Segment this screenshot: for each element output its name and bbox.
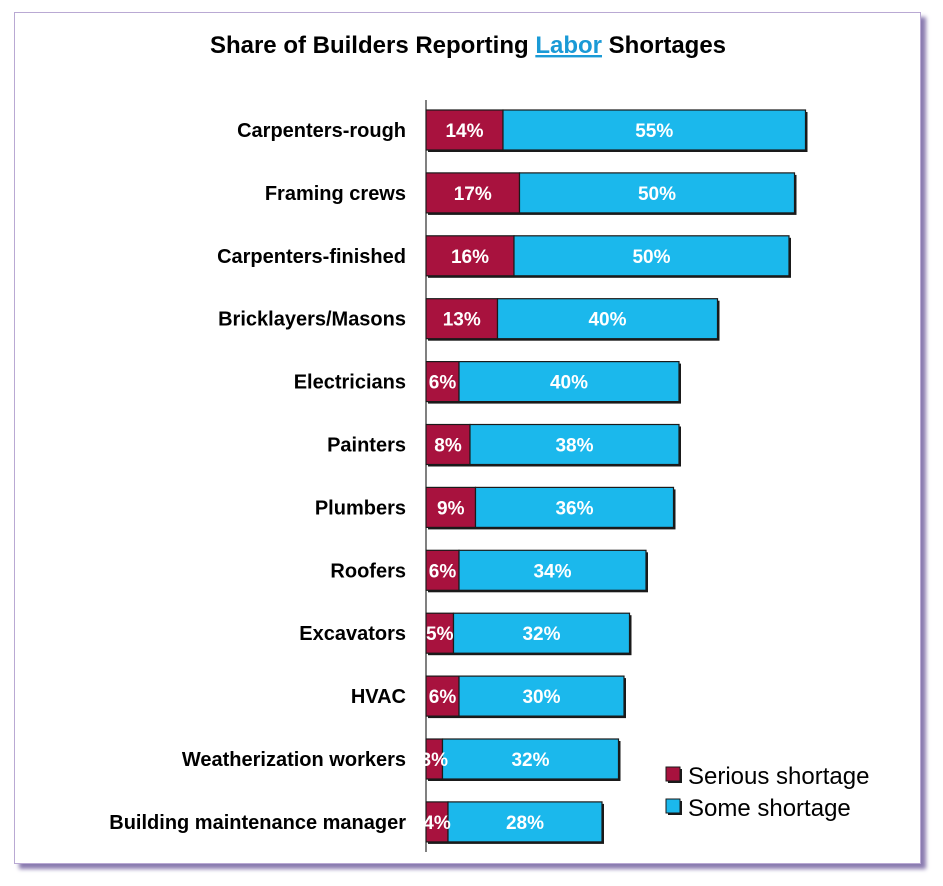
data-label-serious: 17% — [454, 184, 492, 205]
data-label-some: 55% — [635, 121, 673, 142]
bar-serious-shortage — [425, 361, 460, 403]
bar-serious-shortage — [425, 109, 504, 151]
bar-some-shortage — [518, 172, 796, 214]
bars-group: Carpenters-rough 14% 55% Framing crews 17% 50… — [109, 109, 808, 844]
category-label: Plumbers — [315, 497, 406, 519]
bar-some-shortage — [474, 486, 675, 528]
bar-some-shortage — [513, 235, 790, 277]
data-label-serious: 5% — [426, 624, 454, 645]
chart-title: Share of Builders Reporting Labor Shorta… — [210, 32, 726, 59]
data-label-serious: 6% — [429, 373, 457, 394]
category-label: HVAC — [351, 686, 406, 708]
category-label: Carpenters-finished — [217, 246, 406, 268]
data-label-serious: 4% — [423, 813, 451, 834]
legend: Serious shortage Some shortage — [665, 763, 869, 822]
category-label: Carpenters-rough — [237, 120, 406, 142]
data-label-serious: 9% — [437, 498, 465, 519]
chart-title-part-1: Share of Builders Reporting — [210, 32, 535, 59]
data-label-some: 34% — [533, 561, 571, 582]
data-label-some: 50% — [632, 247, 670, 268]
data-label-some: 40% — [550, 373, 588, 394]
data-label-some: 40% — [588, 310, 626, 331]
bar-serious-shortage — [425, 486, 477, 528]
bar-some-shortage — [458, 675, 625, 717]
bar-some-shortage — [447, 801, 603, 843]
data-label-serious: 13% — [443, 310, 481, 331]
bar-serious-shortage — [425, 298, 499, 340]
bar-some-shortage — [469, 423, 680, 466]
bar-serious-shortage — [425, 172, 521, 214]
bar-serious-shortage — [425, 675, 460, 717]
bar-some-shortage — [458, 549, 647, 591]
data-label-serious: 3% — [421, 750, 449, 771]
data-label-some: 32% — [511, 750, 549, 771]
bar-serious-shortage — [425, 549, 460, 591]
bar-serious-shortage — [425, 235, 515, 277]
category-label: Weatherization workers — [182, 749, 406, 771]
legend-swatch-some — [665, 798, 681, 814]
data-label-some: 30% — [522, 687, 560, 708]
data-label-serious: 6% — [429, 561, 457, 582]
bar-some-shortage — [496, 298, 719, 340]
data-label-serious: 14% — [445, 121, 483, 142]
category-label: Excavators — [299, 623, 406, 645]
chart-title-part-3: Shortages — [602, 32, 726, 59]
category-label: Painters — [327, 435, 406, 457]
legend-label-some: Some shortage — [688, 795, 851, 822]
legend-label-serious: Serious shortage — [688, 763, 869, 790]
bar-some-shortage — [452, 612, 631, 654]
category-label: Framing crews — [265, 183, 406, 205]
data-label-some: 32% — [522, 624, 560, 645]
chart-title-accent: Labor — [535, 32, 602, 59]
data-label-some: 28% — [506, 813, 544, 834]
bar-some-shortage — [502, 109, 807, 151]
bar-some-shortage — [458, 361, 680, 403]
data-label-serious: 6% — [429, 687, 457, 708]
data-label-some: 36% — [555, 498, 593, 519]
legend-swatch-serious — [665, 766, 681, 782]
data-label-some: 38% — [555, 436, 593, 457]
category-label: Bricklayers/Masons — [218, 309, 406, 331]
bar-some-shortage — [441, 738, 620, 780]
category-label: Electricians — [294, 372, 406, 394]
bar-serious-shortage — [425, 423, 471, 466]
category-label: Roofers — [330, 560, 406, 582]
data-label-serious: 8% — [434, 436, 462, 457]
data-label-some: 50% — [638, 184, 676, 205]
category-label: Building maintenance manager — [109, 812, 406, 834]
data-label-serious: 16% — [451, 247, 489, 268]
